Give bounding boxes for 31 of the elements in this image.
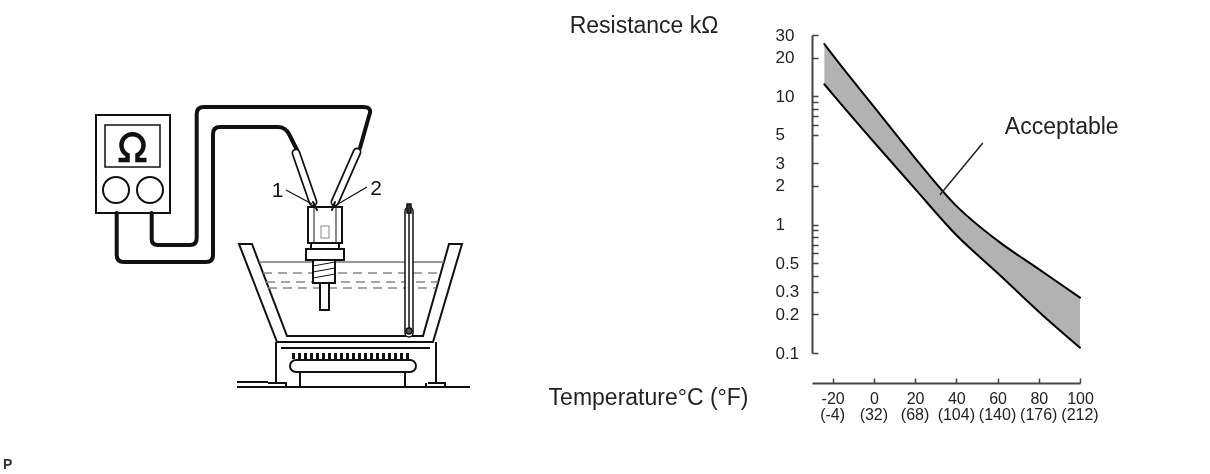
text: P <box>3 456 13 472</box>
x2-tick-label: (68) <box>900 406 930 423</box>
y-tick-label: 0.5 <box>775 253 800 273</box>
text: 1 <box>271 178 284 201</box>
y-tick-label: 20 <box>775 48 795 68</box>
y-tick-label: 3 <box>775 153 785 173</box>
x-tick-label: 20 <box>906 389 925 407</box>
annotation: Acceptable <box>1004 113 1119 140</box>
y-tick-label: 5 <box>775 125 785 145</box>
y-tick-label: 1 <box>775 215 785 235</box>
y-tick-label: 0.2 <box>775 304 800 324</box>
x-tick-label: 0 <box>869 389 879 407</box>
x-tick-label: 100 <box>1067 389 1094 407</box>
y-tick-label: 2 <box>775 176 785 196</box>
x-axis-title: Temperature°C (°F) <box>548 383 749 410</box>
x-tick-label: 40 <box>947 389 966 407</box>
y-tick-label: 30 <box>775 25 795 45</box>
x2-tick-label: (176) <box>1020 406 1058 423</box>
x-tick-label: 60 <box>989 389 1008 407</box>
x2-tick-label: (-4) <box>820 406 846 423</box>
y-tick-label: 0.1 <box>775 343 800 363</box>
y-axis-title: Resistance kΩ <box>569 11 719 38</box>
x-tick-label: 80 <box>1030 389 1049 407</box>
x2-tick-label: (140) <box>978 406 1017 423</box>
x2-tick-label: (104) <box>937 406 975 423</box>
y-tick-label: 10 <box>775 86 795 106</box>
text: 2 <box>370 176 382 199</box>
y-tick-label: 0.3 <box>775 282 800 302</box>
x2-tick-label: (32) <box>859 406 889 423</box>
x2-tick-label: (212) <box>1061 406 1099 423</box>
x-tick-label: -20 <box>821 389 845 407</box>
